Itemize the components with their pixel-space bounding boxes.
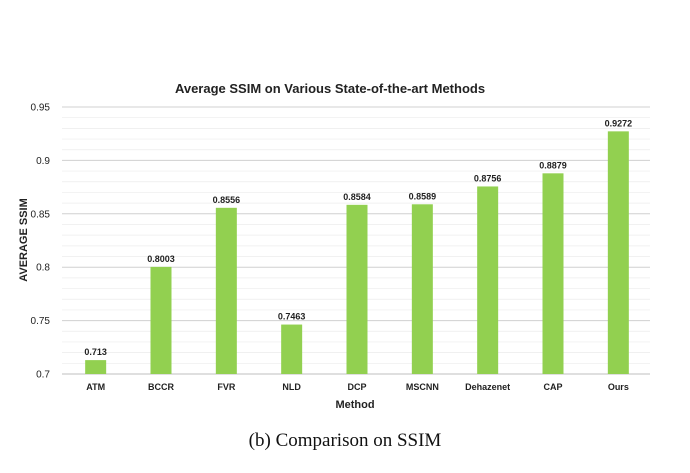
bar-ours: [607, 131, 629, 374]
x-axis-categories: ATM BCCR FVR NLD DCP MSCNN Dehazenet CAP Ours: [86, 382, 629, 392]
bar-bccr: [150, 266, 172, 374]
y-axis-ticks: 0.7 0.75 0.8 0.85 0.9 0.95: [31, 103, 51, 381]
chart-title: Average SSIM on Various State-of-the-art…: [175, 81, 485, 96]
y-tick-label: 0.8: [36, 263, 50, 274]
category-label-dcp: DCP: [347, 382, 366, 392]
data-label-ours: 0.9272: [605, 118, 633, 128]
data-label-atm: 0.713: [84, 347, 107, 357]
y-tick-label: 0.95: [31, 103, 51, 114]
category-label-bccr: BCCR: [148, 382, 174, 392]
data-label-bccr: 0.8003: [147, 254, 175, 264]
ssim-bar-chart: Average SSIM on Various State-of-the-art…: [18, 81, 650, 411]
y-tick-label: 0.85: [31, 209, 51, 220]
category-label-mscnn: MSCNN: [406, 382, 439, 392]
bars: [85, 131, 629, 374]
category-label-nld: NLD: [282, 382, 301, 392]
data-label-fvr: 0.8556: [213, 195, 241, 205]
y-tick-label: 0.75: [31, 316, 51, 327]
data-label-dehazenet: 0.8756: [474, 173, 502, 183]
x-axis-title: Method: [335, 399, 374, 411]
category-label-dehazenet: Dehazenet: [465, 382, 510, 392]
data-label-cap: 0.8879: [539, 160, 567, 170]
bar-fvr: [215, 207, 237, 374]
category-label-ours: Ours: [608, 382, 629, 392]
bar-dcp: [346, 204, 368, 374]
category-label-cap: CAP: [543, 382, 562, 392]
y-tick-label: 0.9: [36, 156, 50, 167]
bar-mscnn: [411, 204, 433, 374]
category-label-atm: ATM: [86, 382, 105, 392]
bar-cap: [542, 173, 564, 374]
figure-caption: (b) Comparison on SSIM: [248, 430, 442, 451]
y-axis-title: AVERAGE SSIM: [18, 198, 30, 282]
data-label-nld: 0.7463: [278, 312, 306, 322]
data-labels: 0.713 0.8003 0.8556 0.7463 0.8584 0.8589 0.875…: [84, 118, 632, 357]
bar-nld: [281, 324, 303, 374]
data-label-dcp: 0.8584: [343, 192, 371, 202]
category-label-fvr: FVR: [217, 382, 236, 392]
bar-dehazenet: [477, 186, 499, 374]
bar-atm: [85, 360, 107, 374]
data-label-mscnn: 0.8589: [409, 191, 437, 201]
y-tick-label: 0.7: [36, 370, 50, 381]
